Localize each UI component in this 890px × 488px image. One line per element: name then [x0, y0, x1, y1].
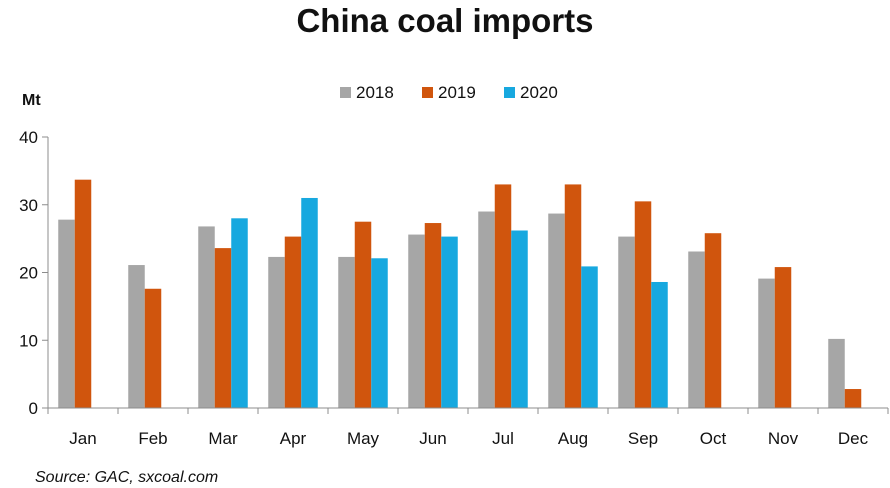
- legend-swatch-2019: [422, 87, 433, 98]
- legend-swatch-2020: [504, 87, 515, 98]
- y-tick-label: 30: [19, 196, 38, 215]
- bar-2019-feb: [144, 288, 162, 408]
- y-axis: 0 10 20 30 40: [19, 128, 49, 418]
- x-tick-label: Jun: [419, 429, 446, 448]
- bar-2020-jul: [511, 230, 528, 408]
- bar-2019-may: [354, 221, 372, 408]
- bar-2018-feb: [128, 265, 145, 408]
- x-tick-label: Apr: [280, 429, 307, 448]
- bar-2018-oct: [688, 251, 705, 408]
- x-tick-label: Oct: [700, 429, 727, 448]
- bar-2020-sep: [651, 281, 668, 408]
- bar-2019-jan: [74, 179, 92, 408]
- x-tick-label: Jan: [69, 429, 96, 448]
- y-tick-label: 40: [19, 128, 38, 147]
- x-tick-label: Dec: [838, 429, 869, 448]
- bar-2018-may: [338, 256, 355, 408]
- chart-title: China coal imports: [296, 2, 593, 39]
- x-tick-label: Aug: [558, 429, 588, 448]
- y-axis-unit-label: Mt: [22, 92, 41, 109]
- bar-2019-oct: [704, 233, 722, 408]
- bar-2018-jun: [408, 234, 425, 408]
- bar-2018-nov: [758, 278, 775, 408]
- x-tick-label: Sep: [628, 429, 658, 448]
- bar-2020-may: [371, 258, 388, 408]
- bar-2020-apr: [301, 197, 318, 408]
- bar-2018-apr: [268, 256, 285, 408]
- legend-label-2020: 2020: [520, 83, 558, 102]
- y-tick-label: 0: [29, 399, 38, 418]
- x-axis: Jan Feb Mar Apr May Jun Jul Aug Sep Oct Nov Dec: [47, 407, 889, 448]
- bars: [58, 179, 862, 408]
- bar-2019-jul: [494, 184, 512, 408]
- legend-label-2018: 2018: [356, 83, 394, 102]
- bar-2018-dec: [828, 338, 845, 408]
- bar-2019-apr: [284, 236, 302, 408]
- x-tick-label: Feb: [138, 429, 167, 448]
- x-tick-label: Jul: [492, 429, 514, 448]
- bar-2019-aug: [564, 184, 582, 408]
- bar-2018-jul: [478, 211, 495, 408]
- legend-label-2019: 2019: [438, 83, 476, 102]
- y-tick-label: 20: [19, 264, 38, 283]
- bar-2018-jan: [58, 219, 75, 408]
- bar-2019-jun: [424, 223, 442, 408]
- bar-2019-sep: [634, 201, 652, 408]
- bar-2019-nov: [774, 267, 792, 408]
- x-tick-label: Mar: [208, 429, 238, 448]
- bar-2018-sep: [618, 236, 635, 408]
- bar-2019-mar: [214, 248, 232, 408]
- bar-2019-dec: [844, 389, 862, 408]
- bar-2020-jun: [441, 236, 458, 408]
- bar-2020-aug: [581, 266, 598, 408]
- legend: 2018 2019 2020: [340, 83, 558, 102]
- y-tick-label: 10: [19, 331, 38, 350]
- bar-2018-aug: [548, 213, 565, 408]
- x-tick-label: Nov: [768, 429, 799, 448]
- bar-2020-mar: [231, 218, 248, 408]
- source-note: Source: GAC, sxcoal.com: [35, 469, 218, 486]
- bar-2018-mar: [198, 226, 215, 408]
- x-tick-label: May: [347, 429, 380, 448]
- legend-swatch-2018: [340, 87, 351, 98]
